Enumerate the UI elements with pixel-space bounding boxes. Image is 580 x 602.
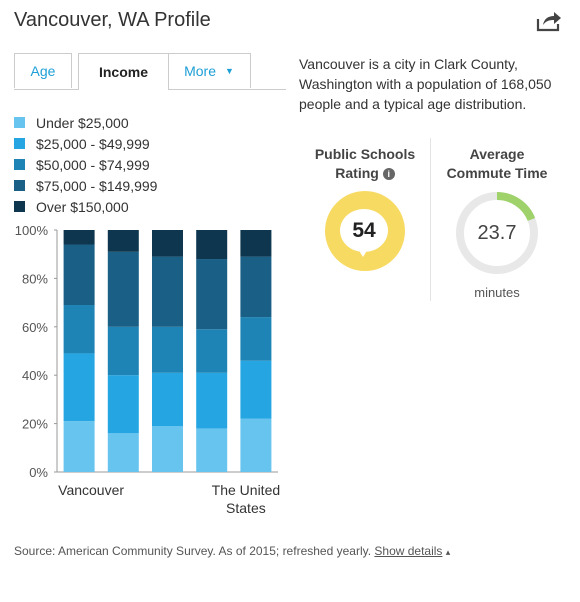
bar-segment	[196, 428, 228, 472]
source-text: Source: American Community Survey. As of…	[14, 544, 372, 558]
schools-rating-value: 54	[340, 209, 388, 252]
source-note: Source: American Community Survey. As of…	[14, 544, 450, 558]
legend-swatch	[14, 159, 25, 170]
bar-segment	[63, 230, 95, 245]
speech-bubble-tail	[358, 249, 368, 257]
bar-segment	[107, 230, 139, 252]
info-icon[interactable]: i	[382, 168, 395, 180]
bar-segment	[63, 353, 95, 422]
schools-rating-title: Public Schools Rating i	[305, 145, 425, 183]
chart-tabs: Age Income More ▼	[14, 53, 286, 90]
bar-segment	[196, 329, 228, 373]
commute-title: Average Commute Time	[440, 145, 554, 183]
tab-more-label: More	[184, 63, 216, 79]
schools-title-line2: Rating i	[305, 164, 425, 183]
page-title: Vancouver, WA Profile	[14, 9, 211, 31]
bar-segment	[196, 230, 228, 260]
bar-segment	[196, 259, 228, 330]
legend-item: $75,000 - $149,999	[14, 175, 157, 196]
y-tick-label: 60%	[22, 320, 48, 335]
x-tick-label: States	[226, 500, 266, 516]
commute-unit: minutes	[474, 285, 520, 300]
legend-item: $50,000 - $74,999	[14, 154, 157, 175]
bar-segment	[152, 426, 183, 472]
show-details-link[interactable]: Show details	[374, 544, 443, 558]
legend-swatch	[14, 201, 25, 212]
y-tick-label: 80%	[22, 271, 48, 286]
bar-segment	[152, 372, 183, 427]
y-tick-label: 40%	[22, 368, 48, 383]
x-tick-label: Vancouver	[58, 482, 124, 498]
metrics-divider	[430, 138, 431, 301]
bar-segment	[240, 230, 272, 257]
bar-segment	[107, 251, 139, 327]
bar-segment	[63, 305, 95, 354]
bar-segment	[107, 375, 139, 434]
legend-item: $25,000 - $49,999	[14, 133, 157, 154]
legend-label: $25,000 - $49,999	[36, 135, 150, 152]
city-description: Vancouver is a city in Clark County, Was…	[299, 56, 552, 112]
legend-swatch	[14, 117, 25, 128]
bar-segment	[63, 421, 95, 472]
tab-income[interactable]: Income	[78, 53, 169, 90]
ring-fill	[456, 192, 538, 274]
legend-label: $50,000 - $74,999	[36, 156, 150, 173]
bar-segment	[107, 433, 139, 472]
y-tick-label: 20%	[22, 417, 48, 432]
x-tick-label: The United	[212, 482, 280, 498]
schools-title-line2-text: Rating	[335, 165, 379, 181]
legend-swatch	[14, 138, 25, 149]
tab-age-label: Age	[30, 63, 56, 79]
chart-legend: Under $25,000 $25,000 - $49,999 $50,000 …	[14, 112, 157, 217]
bar-segment	[63, 244, 95, 306]
y-tick-label: 100%	[15, 223, 49, 238]
legend-label: Under $25,000	[36, 114, 129, 131]
commute-ring-gauge	[456, 192, 538, 274]
bar-segment	[196, 372, 228, 429]
bar-segment	[107, 326, 139, 376]
commute-title-line2: Commute Time	[446, 165, 548, 181]
legend-swatch	[14, 180, 25, 191]
share-icon[interactable]	[536, 10, 562, 32]
chevron-down-icon: ▼	[224, 66, 234, 76]
bar-segment	[240, 360, 272, 419]
legend-label: $75,000 - $149,999	[36, 177, 158, 194]
legend-item: Over $150,000	[14, 196, 157, 217]
bar-segment	[240, 418, 272, 472]
bar-segment	[240, 256, 272, 318]
tab-more[interactable]: More ▼	[167, 53, 251, 88]
schools-title-line1: Public Schools	[314, 146, 416, 162]
commute-value: 23.7	[477, 221, 517, 244]
y-tick-label: 0%	[29, 465, 48, 480]
legend-label: Over $150,000	[36, 198, 129, 215]
tab-income-label: Income	[98, 64, 148, 80]
legend-item: Under $25,000	[14, 112, 157, 133]
bar-segment	[152, 230, 183, 257]
bar-segment	[240, 317, 272, 361]
tab-age[interactable]: Age	[14, 53, 72, 88]
caret-up-icon: ▴	[445, 547, 451, 557]
income-bar-chart: 0% 20% 40% 60% 80% 100% Vancouver The United Sta…	[15, 223, 280, 516]
bar-segment	[152, 256, 183, 327]
bar-segment	[152, 326, 183, 373]
commute-title-line1: Average	[469, 146, 525, 162]
